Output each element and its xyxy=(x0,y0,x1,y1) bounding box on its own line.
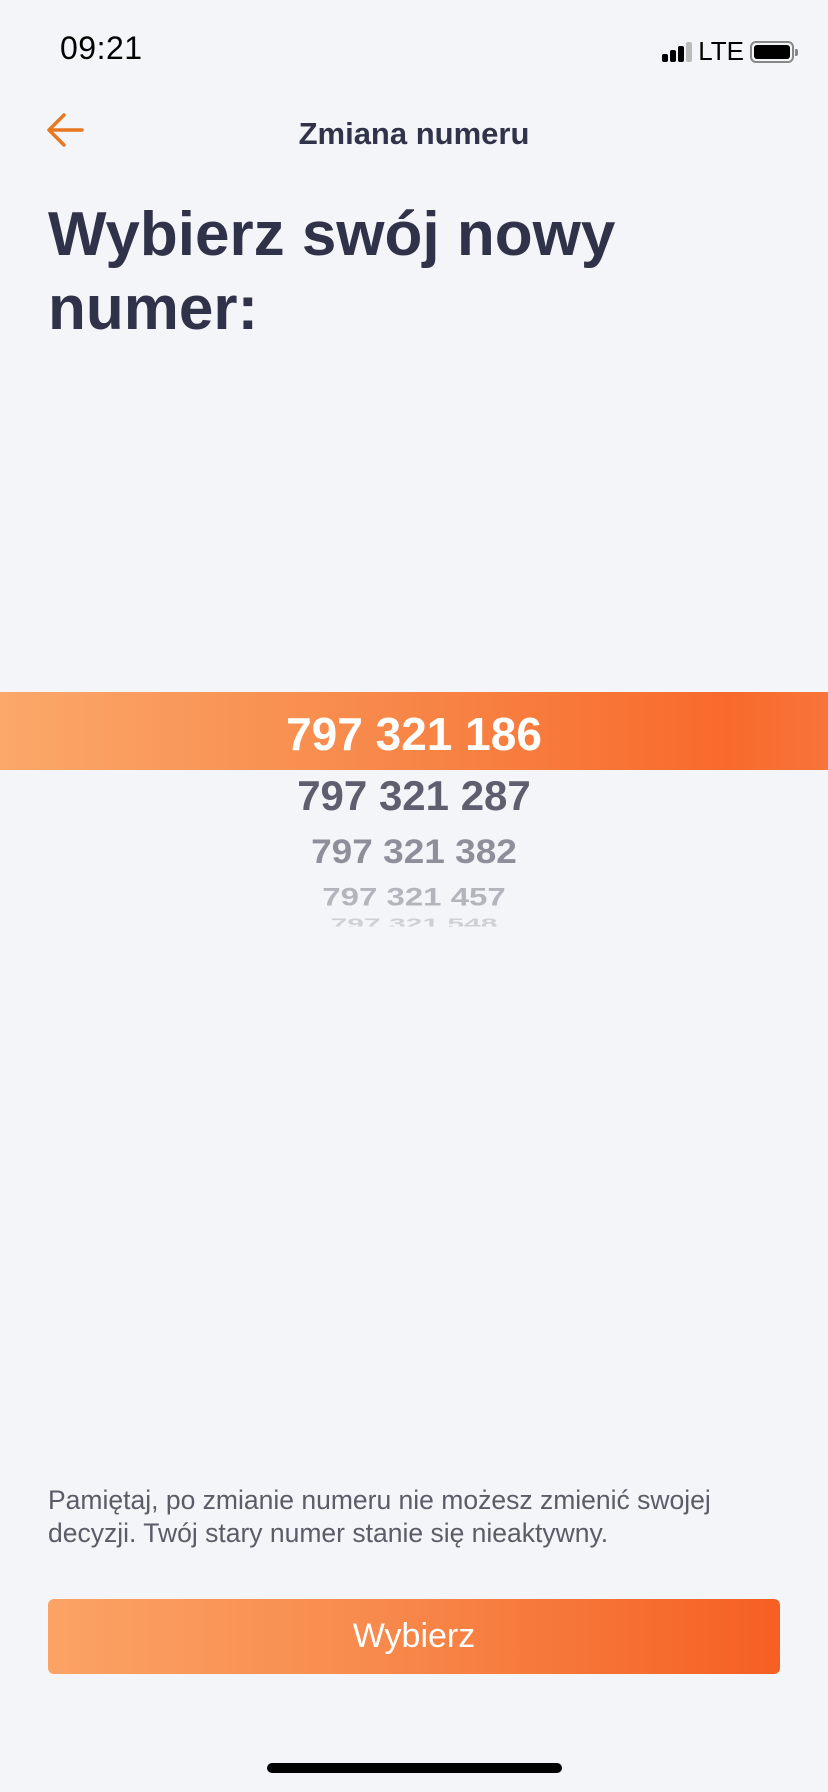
picker-selection-band xyxy=(0,692,828,770)
battery-icon xyxy=(750,40,798,63)
home-indicator[interactable] xyxy=(267,1763,562,1773)
picker-item[interactable]: 797 321 548 xyxy=(330,915,498,927)
status-icons: LTE xyxy=(662,36,798,67)
picker-item-selected[interactable]: 797 321 186 xyxy=(286,708,542,760)
picker-item[interactable]: 797 321 457 xyxy=(322,882,506,911)
network-type: LTE xyxy=(698,36,744,66)
heading: Wybierz swój nowy numer: xyxy=(48,200,616,343)
page-title: Zmiana numeru xyxy=(298,116,530,151)
picker-item[interactable]: 797 321 382 xyxy=(311,832,517,871)
signal-icon xyxy=(662,41,693,62)
status-time: 09:21 xyxy=(60,30,143,66)
warning-note: Pamiętaj, po zmianie numeru nie możesz z… xyxy=(48,1485,711,1548)
select-button[interactable]: Wybierz xyxy=(48,1599,780,1674)
back-button[interactable] xyxy=(44,110,86,152)
picker-item[interactable]: 797 321 287 xyxy=(297,772,531,819)
arrow-left-icon xyxy=(47,113,84,147)
